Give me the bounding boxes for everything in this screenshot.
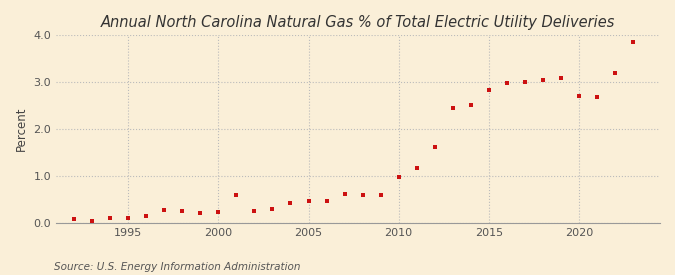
Point bbox=[321, 198, 332, 203]
Point bbox=[105, 216, 115, 221]
Point bbox=[159, 208, 169, 212]
Point bbox=[537, 78, 548, 82]
Y-axis label: Percent: Percent bbox=[15, 107, 28, 152]
Point bbox=[357, 193, 368, 197]
Point bbox=[502, 81, 512, 86]
Point bbox=[574, 94, 585, 98]
Point bbox=[195, 211, 206, 215]
Point bbox=[448, 106, 458, 110]
Point bbox=[285, 201, 296, 206]
Point bbox=[628, 40, 639, 45]
Text: Source: U.S. Energy Information Administration: Source: U.S. Energy Information Administ… bbox=[54, 262, 300, 272]
Title: Annual North Carolina Natural Gas % of Total Electric Utility Deliveries: Annual North Carolina Natural Gas % of T… bbox=[101, 15, 616, 30]
Point bbox=[303, 198, 314, 203]
Point bbox=[465, 103, 476, 107]
Point bbox=[394, 175, 404, 179]
Point bbox=[556, 75, 566, 80]
Point bbox=[213, 210, 224, 214]
Point bbox=[141, 214, 152, 218]
Point bbox=[123, 216, 134, 221]
Point bbox=[249, 209, 260, 214]
Point bbox=[231, 193, 242, 197]
Point bbox=[591, 95, 602, 100]
Point bbox=[177, 209, 188, 214]
Point bbox=[429, 144, 440, 149]
Point bbox=[610, 71, 620, 75]
Point bbox=[339, 192, 350, 196]
Point bbox=[267, 207, 278, 211]
Point bbox=[87, 219, 98, 224]
Point bbox=[69, 217, 80, 222]
Point bbox=[520, 80, 531, 84]
Point bbox=[411, 166, 422, 170]
Point bbox=[483, 88, 494, 92]
Point bbox=[375, 193, 386, 197]
